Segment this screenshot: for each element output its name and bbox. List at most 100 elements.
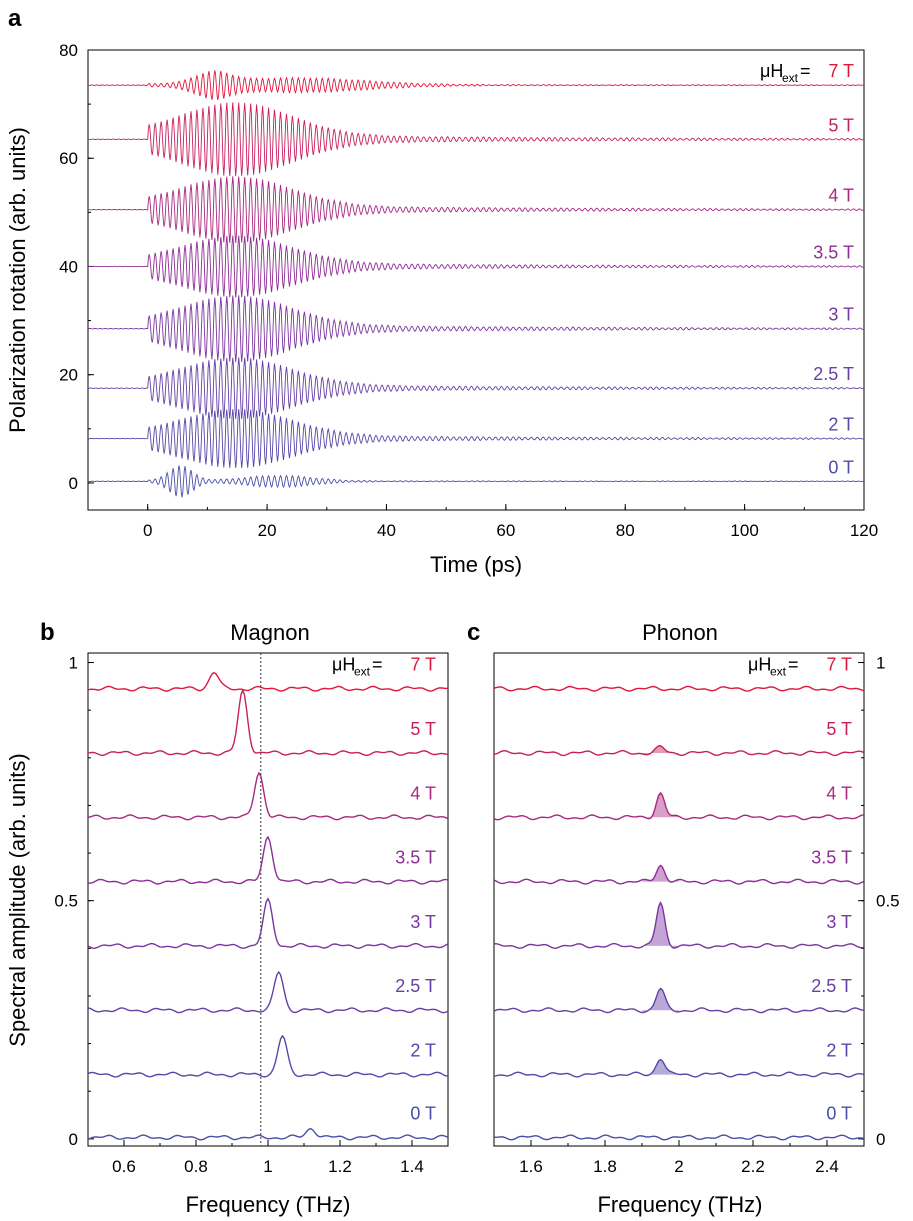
c-xtick-label: 2.4: [815, 1157, 839, 1176]
a-trace-label: 7 T: [828, 61, 854, 81]
a-xtick-label: 80: [616, 521, 635, 540]
a-trace-label: 5 T: [828, 115, 854, 135]
b-trace-line: [87, 835, 449, 885]
b-legend-eq: =: [372, 655, 383, 675]
c-peak-area: [642, 865, 679, 883]
panel-a-ylabel: Polarization rotation (arb. units): [5, 127, 30, 433]
a-ytick-label: 20: [59, 366, 78, 385]
b-trace-label: 3 T: [410, 912, 436, 932]
b-trace-line: [87, 970, 449, 1014]
b-trace-line: [87, 1034, 449, 1078]
c-trace-line: [493, 900, 865, 950]
c-trace-line: [493, 864, 865, 885]
c-trace-line: [493, 987, 865, 1014]
c-trace-label: 2.5 T: [811, 976, 852, 996]
c-legend-sub: ext: [770, 665, 787, 679]
a-trace-label: 3.5 T: [813, 242, 854, 262]
c-trace-label: 5 T: [826, 719, 852, 739]
c-legend-eq: =: [788, 655, 799, 675]
a-trace-line: [87, 102, 865, 177]
b-trace-label: 3.5 T: [395, 848, 436, 868]
b-trace-line: [87, 688, 449, 757]
a-ytick-label: 40: [59, 257, 78, 276]
panel-b-letter: b: [40, 619, 55, 646]
a-trace-line: [87, 409, 865, 468]
a-ytick-label: 60: [59, 149, 78, 168]
b-xtick-label: 0.6: [112, 1157, 136, 1176]
a-trace-line: [87, 235, 865, 298]
c-peak-area: [642, 902, 679, 948]
c-trace-label: 2 T: [826, 1041, 852, 1061]
b-xtick-label: 1: [263, 1157, 272, 1176]
a-trace-label: 2.5 T: [813, 364, 854, 384]
a-xtick-label: 40: [377, 521, 396, 540]
a-xtick-label: 100: [730, 521, 758, 540]
c-peak-area: [642, 792, 679, 819]
c-trace-label: 4 T: [826, 783, 852, 803]
a-xtick-label: 0: [143, 521, 152, 540]
a-legend-sub: ext: [782, 71, 799, 85]
a-trace-line: [88, 357, 865, 420]
panel-a-chart: 0 20 40 60 80 100 120 0 20 40 60 80 0 T 2 T 2.5 T 3 T 3…: [5, 41, 878, 577]
b-trace-label: 2.5 T: [395, 976, 436, 996]
panel-c-chart: Phonon 1.6 1.8 2 2.2 2.4 0 0.5 1 0 T 2 T 2.5 T 3 T…: [493, 620, 900, 1217]
a-xtick-label: 20: [258, 521, 277, 540]
c-xtick-label: 1.6: [519, 1157, 543, 1176]
b-trace-label: 2 T: [410, 1041, 436, 1061]
a-trace-label: 2 T: [828, 415, 854, 435]
a-trace-line: [87, 295, 865, 363]
c-trace-label: 3.5 T: [811, 848, 852, 868]
panel-a-letter: a: [8, 5, 22, 32]
a-xtick-label: 120: [850, 521, 878, 540]
b-xtick-label: 1.2: [328, 1157, 352, 1176]
c-legend-prefix: μH: [748, 655, 771, 675]
b-xtick-label: 1.4: [400, 1157, 424, 1176]
b-trace-label: 7 T: [410, 655, 436, 675]
a-trace-line: [87, 70, 864, 100]
b-trace-line: [87, 897, 449, 950]
c-trace-line: [493, 744, 865, 757]
b-trace-label: 5 T: [410, 719, 436, 739]
c-xtick-label: 1.8: [593, 1157, 617, 1176]
a-trace-line: [87, 465, 864, 498]
c-trace-label: 7 T: [826, 655, 852, 675]
c-trace-line: [493, 685, 865, 692]
panel-a-xlabel: Time (ps): [430, 552, 522, 577]
a-trace-line: [88, 176, 865, 244]
b-legend-sub: ext: [354, 665, 371, 679]
panel-b-chart: Magnon 0.6 0.8 1 1.2 1.4 0 0.5 1 0 T 2 T 2.5 T 3 T…: [5, 620, 449, 1217]
c-peak-area: [642, 988, 679, 1013]
c-trace-line: [493, 791, 865, 821]
a-trace-label: 0 T: [828, 457, 854, 477]
c-trace-label: 0 T: [826, 1103, 852, 1123]
a-trace-label: 4 T: [828, 186, 854, 206]
c-trace-line: [493, 1058, 865, 1078]
a-xtick-label: 60: [496, 521, 515, 540]
a-legend-prefix: μH: [760, 61, 783, 81]
b-trace-line: [87, 671, 449, 692]
a-ytick-label: 0: [69, 474, 78, 493]
b-legend-prefix: μH: [332, 655, 355, 675]
c-trace-line: [493, 1134, 865, 1141]
c-xtick-label: 2.2: [741, 1157, 765, 1176]
panel-c-frame: [493, 652, 865, 1147]
b-ytick-label: 0.5: [54, 892, 78, 911]
panel-b-title: Magnon: [230, 620, 310, 645]
c-ytick-label: 0: [876, 1130, 885, 1149]
b-trace-line: [87, 771, 449, 821]
b-ytick-label: 1: [69, 654, 78, 673]
b-xtick-label: 0.8: [184, 1157, 208, 1176]
a-trace-label: 3 T: [828, 305, 854, 325]
b-trace-label: 0 T: [410, 1103, 436, 1123]
b-ytick-label: 0: [69, 1130, 78, 1149]
c-xtick-label: 2: [674, 1157, 683, 1176]
panel-c-xlabel: Frequency (THz): [597, 1192, 762, 1217]
panel-c-title: Phonon: [642, 620, 718, 645]
panel-b-ylabel: Spectral amplitude (arb. units): [5, 753, 30, 1046]
c-ytick-label: 0.5: [876, 892, 900, 911]
panel-a-frame: [87, 49, 865, 511]
panel-b-xlabel: Frequency (THz): [185, 1192, 350, 1217]
a-ytick-label: 80: [59, 41, 78, 60]
panel-c-letter: c: [467, 619, 480, 646]
